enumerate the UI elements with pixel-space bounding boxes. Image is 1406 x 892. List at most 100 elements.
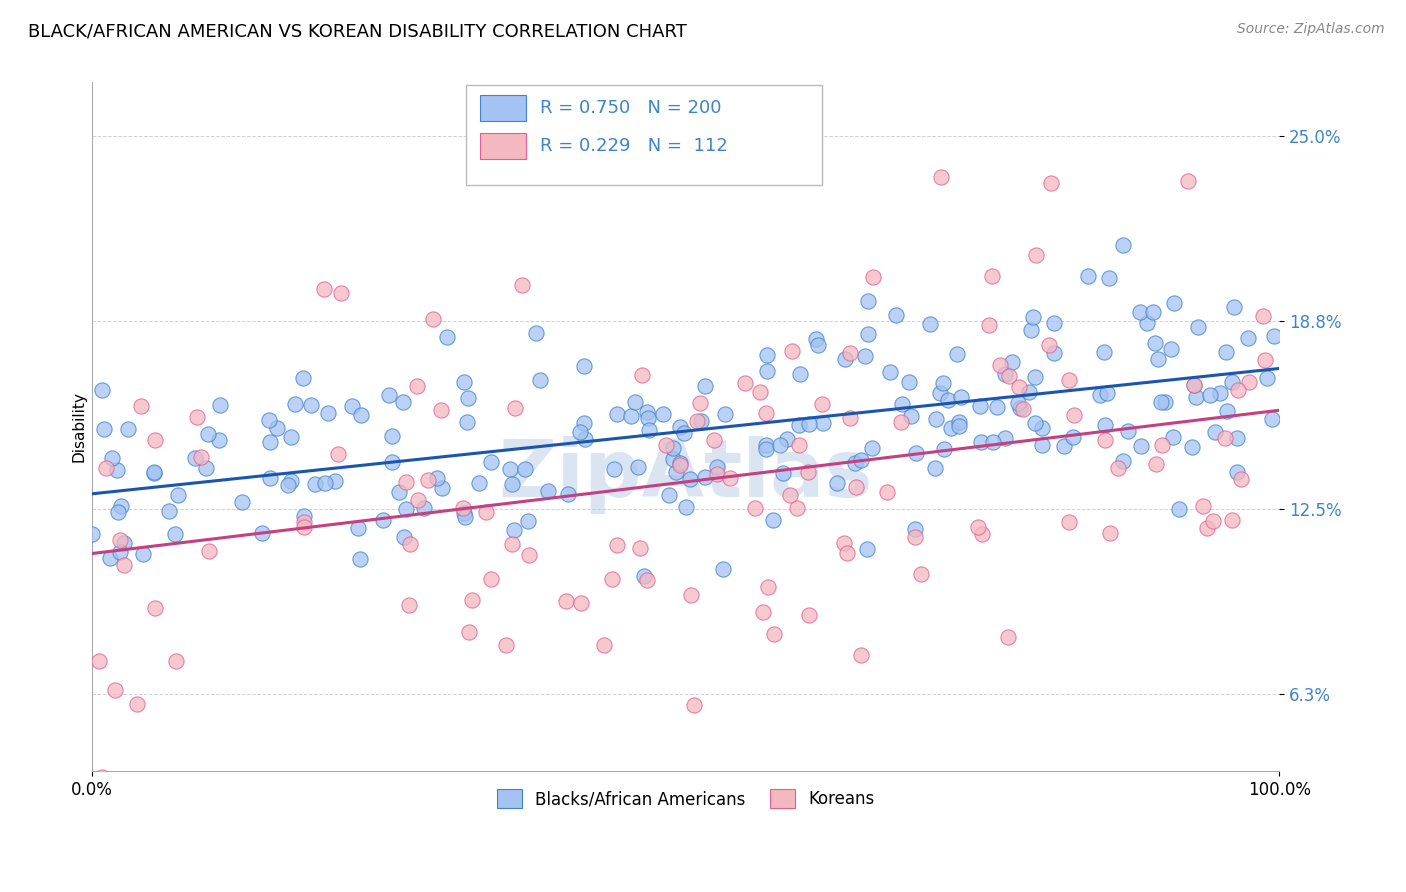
Point [208,399,231,413]
Point [1199,387,1222,401]
Point [631,368,654,383]
Point [1038,338,1060,352]
Point [752,605,775,619]
Point [734,376,756,390]
Point [524,326,547,340]
Point [299,398,322,412]
Point [436,330,458,344]
Point [82,527,104,541]
Point [458,624,481,639]
Point [834,352,856,367]
Point [292,508,315,523]
Point [329,285,352,300]
Point [395,501,418,516]
Point [1042,346,1064,360]
Point [143,434,166,448]
Point [925,412,948,426]
Point [1012,401,1035,416]
Point [108,533,131,547]
Point [96,460,118,475]
Point [183,450,205,465]
Point [291,370,314,384]
Point [1008,380,1031,394]
Point [860,441,883,455]
Point [1177,174,1199,188]
Point [891,397,914,411]
Point [453,500,475,515]
Point [948,415,970,429]
Point [314,476,336,491]
Point [1251,309,1274,323]
Point [1181,440,1204,454]
Point [787,418,810,433]
Point [475,505,498,519]
Point [479,572,502,586]
Point [1167,502,1189,516]
Point [797,465,820,479]
Point [510,278,533,293]
Point [849,453,872,467]
Point [804,332,827,346]
Point [392,530,415,544]
Point [280,430,302,444]
Point [101,450,124,465]
Point [669,458,692,472]
Point [1150,395,1173,409]
Point [686,414,709,428]
Point [718,471,741,485]
Point [381,429,404,443]
Point [456,415,478,429]
Point [190,450,212,464]
Point [495,638,517,652]
Point [636,405,658,419]
Point [110,545,132,559]
Point [457,391,479,405]
Point [924,460,946,475]
Point [479,455,502,469]
Point [1062,430,1084,444]
Point [574,433,596,447]
Point [277,478,299,492]
Point [186,410,208,425]
Point [555,594,578,608]
Point [416,474,439,488]
Point [706,460,728,475]
Point [398,599,420,613]
Point [706,467,728,481]
Point [658,488,681,502]
Point [972,526,994,541]
Point [786,500,808,515]
Point [1111,237,1133,252]
Point [981,269,1004,284]
Point [946,346,969,360]
Point [1007,396,1029,410]
Point [623,395,645,409]
Point [862,269,884,284]
Point [112,535,135,549]
Point [1160,342,1182,356]
Point [665,465,688,479]
Point [835,546,858,560]
Point [461,593,484,607]
Point [165,654,187,668]
Point [104,683,127,698]
Point [1018,384,1040,399]
Point [405,379,427,393]
Point [929,170,952,185]
Point [207,434,229,448]
Point [110,500,132,514]
Point [498,461,520,475]
Point [395,475,418,489]
Point [592,638,614,652]
Point [1261,412,1284,426]
Point [572,416,595,430]
Point [1077,269,1099,284]
Point [799,417,821,431]
Text: R = 0.750   N = 200: R = 0.750 N = 200 [540,99,721,117]
Point [529,373,551,387]
Point [166,488,188,502]
Point [117,422,139,436]
Point [756,580,779,594]
Point [430,403,453,417]
Point [422,311,444,326]
